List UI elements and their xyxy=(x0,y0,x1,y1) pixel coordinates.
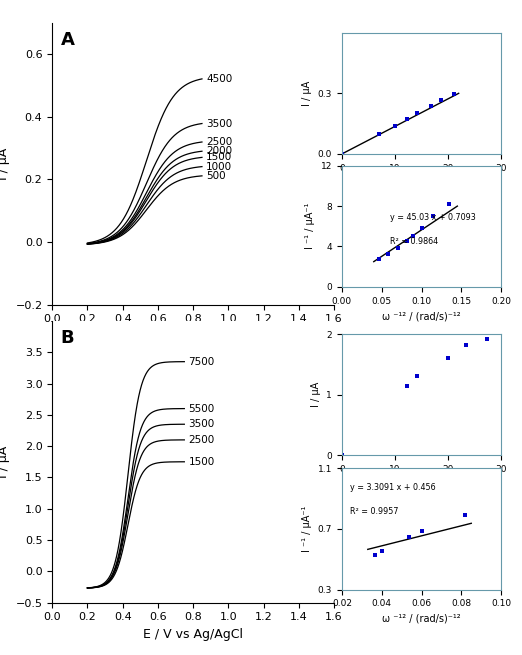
Text: R² = 0.9864: R² = 0.9864 xyxy=(389,238,438,246)
X-axis label: E / V vs Ag/AgCl: E / V vs Ag/AgCl xyxy=(143,628,243,641)
Text: 1500: 1500 xyxy=(206,153,232,162)
Y-axis label: I ⁻¹ / μA⁻¹: I ⁻¹ / μA⁻¹ xyxy=(302,506,312,552)
Text: 1500: 1500 xyxy=(188,457,215,467)
Text: B: B xyxy=(61,329,74,347)
Text: 2500: 2500 xyxy=(188,435,215,445)
Text: 3500: 3500 xyxy=(188,419,215,429)
Y-axis label: I ⁻¹ / μA⁻¹: I ⁻¹ / μA⁻¹ xyxy=(305,203,315,250)
X-axis label: ω ⁻¹² / (rad/s)⁻¹²: ω ⁻¹² / (rad/s)⁻¹² xyxy=(382,614,461,624)
Y-axis label: I / μA: I / μA xyxy=(0,147,10,180)
Text: 3500: 3500 xyxy=(206,119,232,128)
Y-axis label: I / μA: I / μA xyxy=(311,382,321,407)
Text: 1000: 1000 xyxy=(206,162,232,172)
Text: A: A xyxy=(61,31,75,49)
Text: 2500: 2500 xyxy=(206,137,232,147)
X-axis label: ω ¹² / (rad/s)¹²: ω ¹² / (rad/s)¹² xyxy=(387,178,456,188)
Text: 5500: 5500 xyxy=(188,403,215,413)
Text: 7500: 7500 xyxy=(188,357,215,367)
Y-axis label: I / μA: I / μA xyxy=(302,81,312,106)
Text: R² = 0.9957: R² = 0.9957 xyxy=(350,508,398,516)
Text: 2000: 2000 xyxy=(206,146,232,157)
Text: y = 3.3091 x + 0.456: y = 3.3091 x + 0.456 xyxy=(350,483,435,492)
Text: y = 45.03 x + 0.7093: y = 45.03 x + 0.7093 xyxy=(389,214,476,222)
X-axis label: E / V vs Ag/AgCl: E / V vs Ag/AgCl xyxy=(143,330,243,343)
Text: 4500: 4500 xyxy=(206,74,232,84)
Text: 500: 500 xyxy=(206,171,226,181)
Y-axis label: I / μA: I / μA xyxy=(0,445,10,478)
X-axis label: ω ¹² / (rad/s)¹²: ω ¹² / (rad/s)¹² xyxy=(387,479,456,489)
X-axis label: ω ⁻¹² / (rad/s)⁻¹²: ω ⁻¹² / (rad/s)⁻¹² xyxy=(382,311,461,321)
